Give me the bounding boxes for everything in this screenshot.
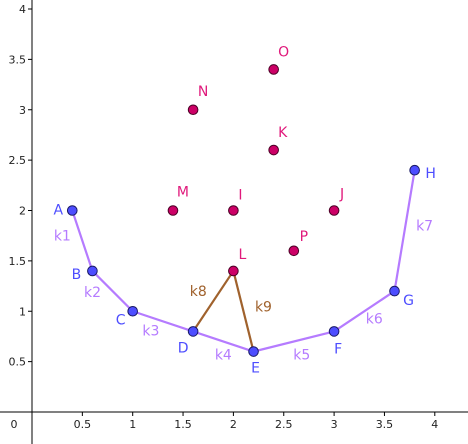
x-tick-label: 3.5 <box>376 418 394 431</box>
point-label-N: N <box>198 84 208 100</box>
segment-label-k5: k5 <box>293 347 310 363</box>
y-tick-label: 3 <box>19 104 26 117</box>
x-tick-label: 1 <box>129 418 136 431</box>
point-F <box>328 326 340 337</box>
point-C <box>127 305 138 317</box>
point-label-F: F <box>334 341 342 357</box>
y-tick-label: 1.5 <box>9 255 27 268</box>
labels: k1 k2 k3 k4 k5 k6 k7 k8 k9 A B C D E F G H I J K L M N O P <box>53 44 435 376</box>
point-label-M: M <box>177 185 189 201</box>
segment-k7 <box>393 169 416 293</box>
x-tick-label: 0 <box>11 418 18 431</box>
point-K <box>268 144 279 156</box>
y-tick-label: 3.5 <box>9 53 27 66</box>
segment-label-k6: k6 <box>366 311 383 327</box>
point-L <box>228 265 239 277</box>
segment-label-k1: k1 <box>54 229 71 245</box>
point-label-A: A <box>53 203 63 219</box>
point-H <box>409 164 420 176</box>
segment-k4 <box>192 330 255 353</box>
segment-k2 <box>91 269 134 313</box>
segment-label-k9: k9 <box>255 299 272 315</box>
point-label-K: K <box>278 125 288 141</box>
point-D <box>187 326 199 337</box>
x-tick-label: 2.5 <box>275 418 293 431</box>
segment-k1 <box>71 209 94 273</box>
point-J <box>328 205 340 216</box>
segment-label-k8: k8 <box>190 284 207 300</box>
y-tick-label: 2 <box>19 205 26 218</box>
point-E <box>248 346 259 357</box>
segment-label-k4: k4 <box>215 347 232 363</box>
segment-k6 <box>333 290 396 333</box>
point-label-G: G <box>403 293 414 309</box>
y-tick-label: 2.5 <box>9 154 27 167</box>
point-label-E: E <box>251 361 260 377</box>
point-label-J: J <box>339 187 344 203</box>
point-B <box>87 265 98 277</box>
point-label-L: L <box>238 247 246 263</box>
point-label-H: H <box>425 166 436 182</box>
y-tick-label: 1 <box>19 305 26 318</box>
segment-k9 <box>232 269 255 353</box>
axis-ticks: 0 0.5 1 1.5 2 2.5 3 3.5 4 0.5 1 1.5 2 2.5 3 3.5 4 <box>9 3 439 431</box>
x-tick-label: 0.5 <box>74 418 92 431</box>
point-N <box>187 104 199 116</box>
x-tick-label: 4 <box>431 418 438 431</box>
point-A <box>66 205 78 216</box>
point-label-O: O <box>278 44 289 60</box>
x-tick-label: 2 <box>230 418 237 431</box>
segment-label-k3: k3 <box>142 323 159 339</box>
y-tick-label: 4 <box>19 3 26 16</box>
points <box>66 64 420 357</box>
point-G <box>389 285 400 297</box>
point-label-C: C <box>116 312 126 328</box>
x-tick-label: 3 <box>331 418 338 431</box>
point-label-B: B <box>72 267 82 283</box>
point-label-I: I <box>238 188 242 204</box>
point-P <box>288 245 300 257</box>
point-label-P: P <box>300 229 308 245</box>
point-I <box>228 205 239 216</box>
segment-k3 <box>131 310 195 333</box>
segment-label-k7: k7 <box>416 219 433 235</box>
x-tick-label: 1.5 <box>174 418 192 431</box>
segment-label-k2: k2 <box>84 285 101 301</box>
segment-k8 <box>192 269 235 333</box>
segment-k5 <box>252 330 336 353</box>
y-tick-label: 0.5 <box>9 356 27 369</box>
point-label-D: D <box>178 340 189 356</box>
point-O <box>268 64 279 75</box>
segments <box>71 169 416 353</box>
point-M <box>167 205 179 216</box>
